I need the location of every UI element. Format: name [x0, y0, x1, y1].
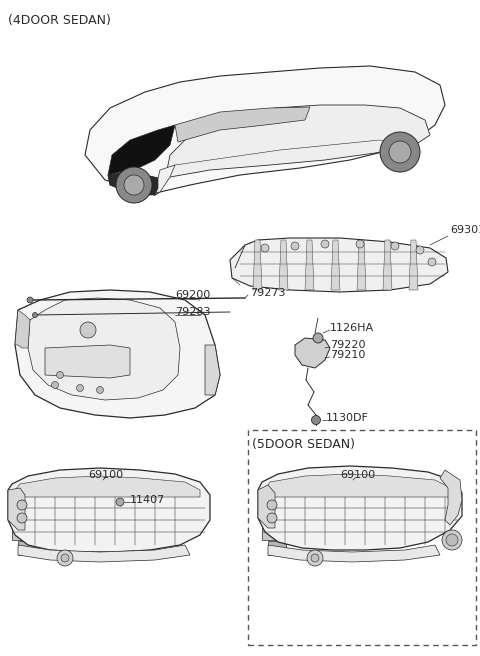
Polygon shape [45, 345, 130, 378]
Circle shape [267, 500, 277, 510]
Text: 11407: 11407 [130, 495, 165, 505]
Polygon shape [265, 474, 455, 497]
Circle shape [116, 167, 152, 203]
Text: 1126HA: 1126HA [330, 323, 374, 333]
Text: 79283: 79283 [175, 307, 211, 317]
Text: 69200: 69200 [175, 290, 210, 300]
Polygon shape [108, 172, 158, 195]
Polygon shape [8, 488, 25, 530]
Polygon shape [331, 240, 340, 290]
Polygon shape [15, 476, 200, 497]
Polygon shape [383, 240, 392, 290]
Circle shape [33, 312, 37, 318]
Polygon shape [175, 107, 310, 142]
Polygon shape [108, 125, 175, 175]
Polygon shape [440, 470, 462, 525]
Circle shape [389, 141, 411, 163]
Polygon shape [230, 238, 448, 292]
Text: 69100: 69100 [340, 470, 375, 480]
Circle shape [312, 415, 321, 424]
Circle shape [80, 322, 96, 338]
Polygon shape [85, 66, 445, 195]
Polygon shape [253, 240, 262, 290]
Text: (5DOOR SEDAN): (5DOOR SEDAN) [252, 438, 355, 451]
Circle shape [17, 513, 27, 523]
Circle shape [313, 333, 323, 343]
Polygon shape [205, 345, 220, 395]
Text: (4DOOR SEDAN): (4DOOR SEDAN) [8, 14, 111, 27]
Polygon shape [15, 290, 220, 418]
Circle shape [61, 554, 69, 562]
Polygon shape [258, 485, 275, 528]
Circle shape [76, 384, 84, 392]
Circle shape [321, 240, 329, 248]
Bar [12, 520, 40, 540]
Circle shape [57, 550, 73, 566]
Polygon shape [258, 466, 462, 550]
Polygon shape [279, 240, 288, 290]
Circle shape [291, 242, 299, 250]
Circle shape [17, 500, 27, 510]
Circle shape [446, 534, 458, 546]
Circle shape [261, 244, 269, 252]
Bar [262, 520, 290, 540]
Text: 69301: 69301 [450, 225, 480, 235]
Circle shape [391, 242, 399, 250]
Circle shape [442, 530, 462, 550]
Bar [18, 541, 36, 555]
Circle shape [380, 132, 420, 172]
Circle shape [428, 258, 436, 266]
Circle shape [307, 550, 323, 566]
Polygon shape [357, 240, 366, 290]
Circle shape [124, 175, 144, 195]
Circle shape [57, 371, 63, 379]
Polygon shape [268, 545, 440, 562]
Circle shape [96, 386, 104, 394]
Polygon shape [28, 298, 180, 400]
Circle shape [116, 498, 124, 506]
Polygon shape [295, 338, 330, 368]
Circle shape [416, 246, 424, 254]
Polygon shape [108, 165, 175, 195]
Circle shape [27, 297, 33, 303]
Text: 79210: 79210 [330, 350, 365, 360]
Polygon shape [305, 240, 314, 290]
Polygon shape [18, 545, 190, 562]
Circle shape [267, 513, 277, 523]
Polygon shape [108, 172, 160, 192]
Text: 79220: 79220 [330, 340, 365, 350]
Text: 1130DF: 1130DF [326, 413, 369, 423]
Text: 69100: 69100 [88, 470, 123, 480]
Polygon shape [409, 240, 418, 290]
Circle shape [356, 240, 364, 248]
Polygon shape [165, 105, 430, 180]
Bar [268, 541, 286, 555]
Polygon shape [15, 310, 30, 348]
Text: 79273: 79273 [250, 288, 286, 298]
Circle shape [51, 382, 59, 388]
Circle shape [311, 554, 319, 562]
Polygon shape [8, 468, 210, 552]
